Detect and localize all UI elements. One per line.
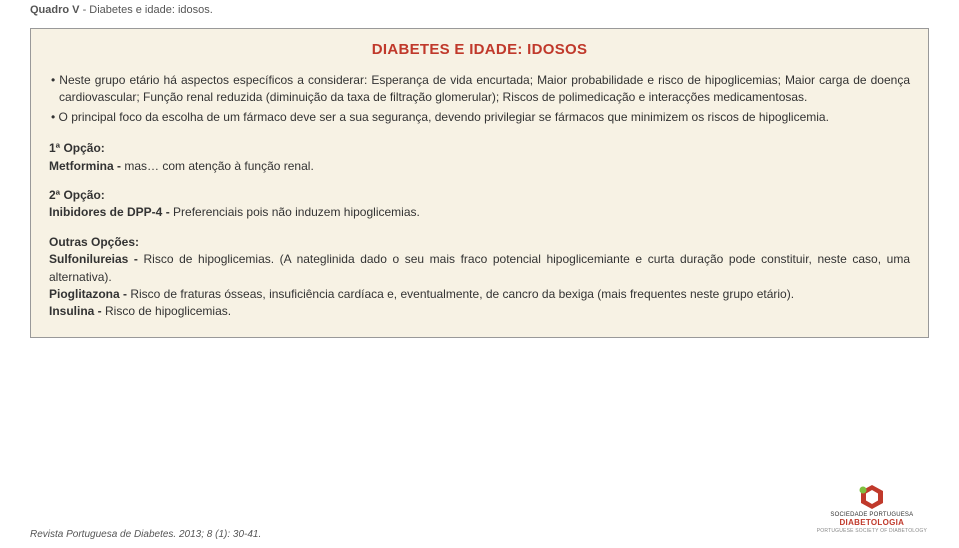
drug-name: Metformina - <box>49 159 124 173</box>
drug-text: Risco de hipoglicemias. (A nateglinida d… <box>49 252 910 283</box>
drug-text: Preferenciais pois não induzem hipoglice… <box>173 205 420 219</box>
society-logo: SOCIEDADE PORTUGUESA DIABETOLOGIA PORTUG… <box>817 484 927 534</box>
drug-name: Pioglitazona - <box>49 287 130 301</box>
drug-name: Sulfonilureias - <box>49 252 144 266</box>
drug-name: Inibidores de DPP-4 - <box>49 205 173 219</box>
option-heading: 1ª Opção: <box>49 140 910 157</box>
option-line: Metformina - mas… com atenção à função r… <box>49 158 910 175</box>
caption-rest: - Diabetes e idade: idosos. <box>80 4 213 16</box>
hexagon-icon <box>858 484 886 510</box>
option-1: 1ª Opção: Metformina - mas… com atenção … <box>49 140 910 175</box>
caption-label: Quadro V <box>30 4 80 16</box>
bullet-item: • O principal foco da escolha de um fárm… <box>49 109 910 126</box>
content-panel: DIABETES E IDADE: IDOSOS • Neste grupo e… <box>30 28 929 338</box>
drug-name: Insulina - <box>49 304 105 318</box>
option-line: Inibidores de DPP-4 - Preferenciais pois… <box>49 204 910 221</box>
option-line: Sulfonilureias - Risco de hipoglicemias.… <box>49 251 910 286</box>
bullet-item: • Neste grupo etário há aspectos específ… <box>49 72 910 107</box>
bullet-list: • Neste grupo etário há aspectos específ… <box>49 72 910 126</box>
table-caption: Quadro V - Diabetes e idade: idosos. <box>30 4 213 16</box>
option-heading: Outras Opções: <box>49 234 910 251</box>
drug-text: Risco de fraturas ósseas, insuficiência … <box>130 287 794 301</box>
drug-text: Risco de hipoglicemias. <box>105 304 231 318</box>
drug-text: mas… com atenção à função renal. <box>124 159 313 173</box>
other-options: Outras Opções: Sulfonilureias - Risco de… <box>49 234 910 321</box>
option-line: Insulina - Risco de hipoglicemias. <box>49 303 910 320</box>
option-heading: 2ª Opção: <box>49 187 910 204</box>
journal-citation: Revista Portuguesa de Diabetes. 2013; 8 … <box>30 529 261 540</box>
logo-line2: DIABETOLOGIA <box>817 518 927 527</box>
logo-line3: PORTUGUESE SOCIETY OF DIABETOLOGY <box>817 528 927 534</box>
option-line: Pioglitazona - Risco de fraturas ósseas,… <box>49 286 910 303</box>
panel-title: DIABETES E IDADE: IDOSOS <box>49 41 910 58</box>
option-2: 2ª Opção: Inibidores de DPP-4 - Preferen… <box>49 187 910 222</box>
